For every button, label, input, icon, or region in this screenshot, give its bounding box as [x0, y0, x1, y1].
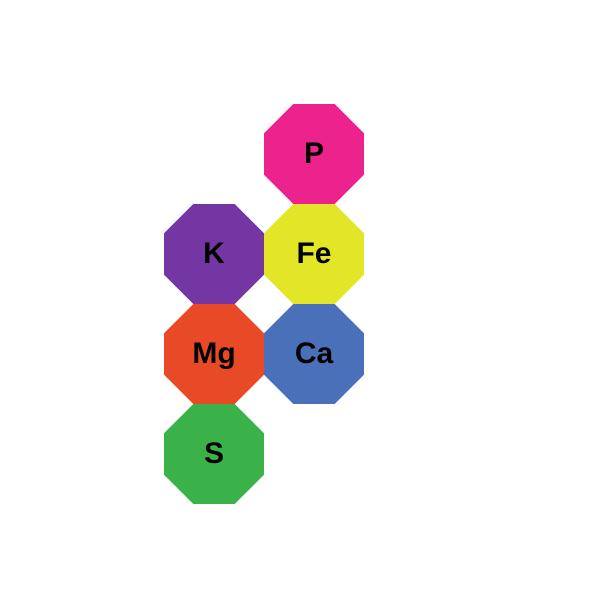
octagon-label: S	[204, 437, 224, 471]
octagon-label: P	[304, 137, 324, 171]
octagon-k: K	[164, 204, 264, 304]
octagon-label: Fe	[296, 237, 331, 271]
mineral-octagon-diagram: P K Fe Mg Ca S	[0, 0, 600, 600]
octagon-p: P	[264, 104, 364, 204]
octagon-fe: Fe	[264, 204, 364, 304]
octagon-label: Ca	[295, 337, 333, 371]
octagon-ca: Ca	[264, 304, 364, 404]
octagon-mg: Mg	[164, 304, 264, 404]
octagon-label: K	[203, 237, 225, 271]
octagon-s: S	[164, 404, 264, 504]
octagon-label: Mg	[192, 337, 235, 371]
